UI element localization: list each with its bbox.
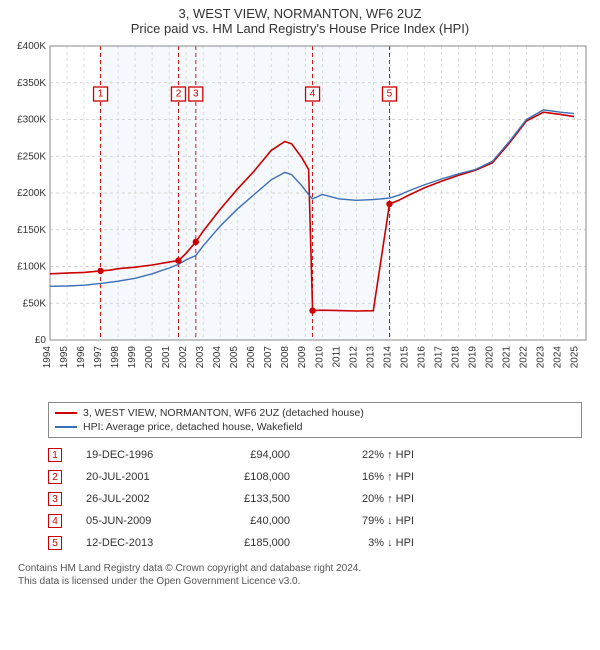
sale-diff: 16% ↑ HPI [314,471,414,483]
svg-text:2008: 2008 [280,346,291,369]
sale-marker: 3 [48,492,62,506]
svg-text:£150K: £150K [17,225,46,236]
sale-date: 20-JUL-2001 [86,471,186,483]
sale-price: £185,000 [210,537,290,549]
sales-table: 1 19-DEC-1996 £94,000 22% ↑ HPI 2 20-JUL-2001… [48,444,582,554]
svg-text:2003: 2003 [195,346,206,369]
svg-text:£250K: £250K [17,151,46,162]
sale-marker: 4 [48,514,62,528]
sale-marker: 2 [48,470,62,484]
chart-area: £0 £50K £100K £150K £200K £250K £300K £350K £400… [8,40,592,398]
svg-text:2022: 2022 [518,346,529,369]
svg-text:1998: 1998 [110,346,121,369]
svg-text:£350K: £350K [17,78,46,89]
footer-line-1: Contains HM Land Registry data © Crown c… [18,562,582,575]
title-block: 3, WEST VIEW, NORMANTON, WF6 2UZ Price p… [8,6,592,36]
svg-text:2013: 2013 [365,346,376,369]
legend: 3, WEST VIEW, NORMANTON, WF6 2UZ (detach… [48,402,582,438]
sale-row: 3 26-JUL-2002 £133,500 20% ↑ HPI [48,488,582,510]
svg-text:2021: 2021 [501,346,512,369]
title-line-2: Price paid vs. HM Land Registry's House … [8,21,592,36]
svg-text:2023: 2023 [535,346,546,369]
sale-marker: 1 [48,448,62,462]
chart-svg: £0 £50K £100K £150K £200K £250K £300K £350K £400… [8,40,592,398]
svg-text:£400K: £400K [17,41,46,52]
sale-price: £40,000 [210,515,290,527]
svg-text:2018: 2018 [450,346,461,369]
svg-text:2009: 2009 [297,346,308,369]
svg-text:2014: 2014 [382,346,393,369]
svg-text:2007: 2007 [263,346,274,369]
chart-container: 3, WEST VIEW, NORMANTON, WF6 2UZ Price p… [0,0,600,650]
svg-text:£300K: £300K [17,115,46,126]
svg-text:1996: 1996 [76,346,87,369]
svg-text:4: 4 [310,89,316,100]
svg-text:£50K: £50K [23,298,47,309]
svg-text:5: 5 [387,89,393,100]
svg-text:£100K: £100K [17,262,46,273]
svg-text:1995: 1995 [59,346,70,369]
sale-price: £94,000 [210,449,290,461]
svg-text:2015: 2015 [399,346,410,369]
svg-text:2005: 2005 [229,346,240,369]
svg-text:2: 2 [176,89,182,100]
legend-swatch [55,412,77,414]
svg-text:2017: 2017 [433,346,444,369]
svg-text:1999: 1999 [127,346,138,369]
sale-row: 2 20-JUL-2001 £108,000 16% ↑ HPI [48,466,582,488]
svg-text:1994: 1994 [42,346,53,369]
sale-date: 05-JUN-2009 [86,515,186,527]
sale-diff: 20% ↑ HPI [314,493,414,505]
sale-row: 4 05-JUN-2009 £40,000 79% ↓ HPI [48,510,582,532]
sale-price: £108,000 [210,471,290,483]
svg-text:2020: 2020 [484,346,495,369]
svg-text:2024: 2024 [552,346,563,369]
legend-item: HPI: Average price, detached house, Wake… [55,420,575,434]
svg-text:2000: 2000 [144,346,155,369]
svg-text:£200K: £200K [17,188,46,199]
svg-text:2016: 2016 [416,346,427,369]
svg-text:2001: 2001 [161,346,172,369]
svg-text:2012: 2012 [348,346,359,369]
sale-marker: 5 [48,536,62,550]
sale-date: 26-JUL-2002 [86,493,186,505]
footer-line-2: This data is licensed under the Open Gov… [18,575,582,588]
svg-text:3: 3 [193,89,199,100]
svg-text:2002: 2002 [178,346,189,369]
svg-text:1: 1 [98,89,104,100]
footer: Contains HM Land Registry data © Crown c… [18,562,582,588]
svg-text:2025: 2025 [569,346,580,369]
sale-diff: 22% ↑ HPI [314,449,414,461]
svg-text:2004: 2004 [212,346,223,369]
sale-diff: 79% ↓ HPI [314,515,414,527]
sale-row: 1 19-DEC-1996 £94,000 22% ↑ HPI [48,444,582,466]
sale-date: 12-DEC-2013 [86,537,186,549]
svg-text:1997: 1997 [93,346,104,369]
legend-swatch [55,426,77,428]
legend-label: HPI: Average price, detached house, Wake… [83,421,302,433]
svg-text:£0: £0 [35,335,47,346]
legend-label: 3, WEST VIEW, NORMANTON, WF6 2UZ (detach… [83,407,364,419]
sale-diff: 3% ↓ HPI [314,537,414,549]
svg-text:2006: 2006 [246,346,257,369]
sale-row: 5 12-DEC-2013 £185,000 3% ↓ HPI [48,532,582,554]
title-line-1: 3, WEST VIEW, NORMANTON, WF6 2UZ [8,6,592,21]
svg-text:2010: 2010 [314,346,325,369]
legend-item: 3, WEST VIEW, NORMANTON, WF6 2UZ (detach… [55,406,575,420]
svg-text:2019: 2019 [467,346,478,369]
sale-date: 19-DEC-1996 [86,449,186,461]
sale-price: £133,500 [210,493,290,505]
svg-text:2011: 2011 [331,346,342,368]
